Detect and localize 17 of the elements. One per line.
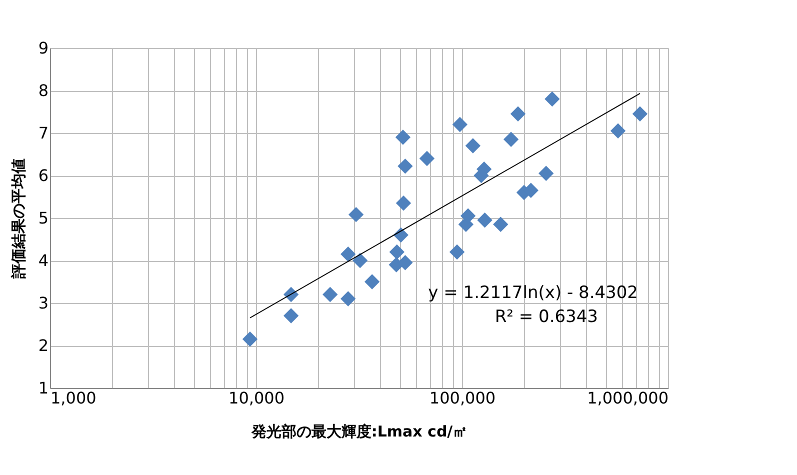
y-tick-label: 9 (38, 38, 48, 58)
x-tick-label: 100,000 (429, 388, 496, 408)
annotation: y = 1.2117ln(x) - 8.4302 (428, 283, 638, 303)
y-tick-label: 5 (38, 208, 48, 228)
y-tick-label: 2 (38, 336, 48, 355)
x-axis-title: 発光部の最大輝度:Lmax cd/㎡ (250, 422, 468, 440)
y-tick-label: 1 (38, 378, 48, 398)
y-tick-label: 7 (38, 124, 48, 142)
x-tick-label: 1,000 (50, 388, 96, 408)
y-tick-label: 8 (38, 81, 48, 100)
y-axis-title: 評価結果の平均値 (9, 158, 28, 280)
y-tick-label: 4 (38, 251, 48, 270)
y-tick-label: 6 (38, 166, 48, 185)
x-tick-label: 10,000 (228, 388, 284, 408)
y-tick-label: 3 (38, 294, 48, 312)
annotation: R² = 0.6343 (494, 307, 598, 327)
x-tick-label: 1,000,000 (587, 388, 668, 408)
